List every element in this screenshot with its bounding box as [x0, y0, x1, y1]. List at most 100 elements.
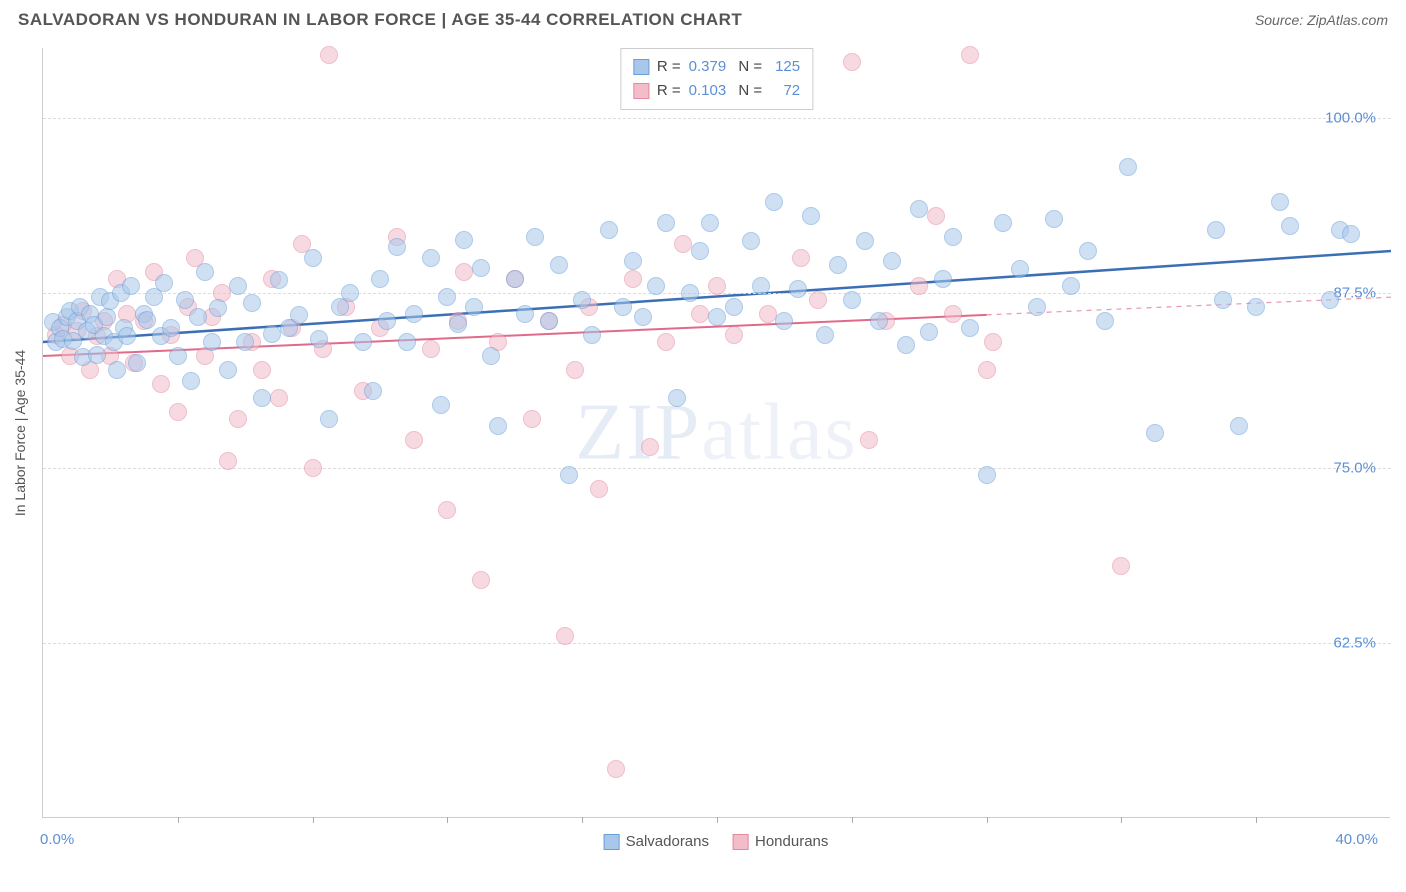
scatter-point — [789, 280, 807, 298]
scatter-point — [182, 372, 200, 390]
scatter-point — [169, 347, 187, 365]
scatter-point — [98, 308, 116, 326]
scatter-point — [449, 315, 467, 333]
scatter-point — [540, 312, 558, 330]
scatter-point — [364, 382, 382, 400]
scatter-point — [270, 271, 288, 289]
scatter-point — [398, 333, 416, 351]
legend-stat-label: R = — [657, 79, 681, 103]
scatter-point — [138, 311, 156, 329]
scatter-point — [647, 277, 665, 295]
scatter-point — [681, 284, 699, 302]
scatter-point — [236, 333, 254, 351]
scatter-point — [560, 466, 578, 484]
scatter-point — [759, 305, 777, 323]
scatter-point — [438, 288, 456, 306]
scatter-point — [128, 354, 146, 372]
scatter-point — [590, 480, 608, 498]
scatter-point — [792, 249, 810, 267]
scatter-point — [641, 438, 659, 456]
scatter-point — [1281, 217, 1299, 235]
legend-stat-label: N = — [734, 55, 762, 79]
scatter-point — [526, 228, 544, 246]
scatter-point — [1062, 277, 1080, 295]
legend-stat-n: 125 — [770, 55, 800, 79]
scatter-point — [270, 389, 288, 407]
scatter-point — [775, 312, 793, 330]
watermark: ZIPatlas — [575, 387, 858, 478]
scatter-point — [657, 333, 675, 351]
chart-header: SALVADORAN VS HONDURAN IN LABOR FORCE | … — [0, 0, 1406, 36]
scatter-point — [1207, 221, 1225, 239]
x-tick — [1121, 817, 1122, 823]
scatter-point — [725, 326, 743, 344]
scatter-point — [961, 46, 979, 64]
gridline-h — [43, 643, 1391, 644]
scatter-point — [243, 294, 261, 312]
x-tick — [447, 817, 448, 823]
scatter-point — [624, 270, 642, 288]
scatter-point — [1028, 298, 1046, 316]
scatter-point — [566, 361, 584, 379]
scatter-point — [122, 277, 140, 295]
x-axis-min-label: 0.0% — [40, 831, 74, 848]
scatter-point — [691, 242, 709, 260]
y-tick-label: 75.0% — [1333, 460, 1376, 477]
scatter-point — [920, 323, 938, 341]
legend-item-label: Salvadorans — [626, 833, 709, 850]
scatter-point — [742, 232, 760, 250]
scatter-point — [290, 306, 308, 324]
scatter-point — [422, 249, 440, 267]
scatter-point — [624, 252, 642, 270]
scatter-point — [155, 274, 173, 292]
scatter-point — [1342, 225, 1360, 243]
scatter-point — [465, 298, 483, 316]
scatter-point — [1011, 260, 1029, 278]
scatter-point — [438, 501, 456, 519]
legend-swatch — [733, 834, 749, 850]
scatter-point — [550, 256, 568, 274]
scatter-point — [219, 361, 237, 379]
scatter-point — [189, 308, 207, 326]
scatter-point — [320, 46, 338, 64]
scatter-point — [88, 346, 106, 364]
scatter-point — [1247, 298, 1265, 316]
scatter-point — [432, 396, 450, 414]
scatter-point — [229, 410, 247, 428]
scatter-point — [253, 361, 271, 379]
legend-stats-box: R = 0.379 N = 125R =0.103 N =72 — [620, 48, 813, 110]
scatter-point — [843, 53, 861, 71]
scatter-point — [196, 263, 214, 281]
scatter-point — [765, 193, 783, 211]
scatter-point — [203, 333, 221, 351]
scatter-point — [378, 312, 396, 330]
legend-stat-r: 0.379 — [689, 55, 727, 79]
legend-stat-n: 72 — [770, 79, 800, 103]
scatter-point — [320, 410, 338, 428]
scatter-point — [984, 333, 1002, 351]
scatter-point — [472, 259, 490, 277]
scatter-point — [162, 319, 180, 337]
legend-stats-row: R =0.103 N =72 — [633, 79, 800, 103]
scatter-point — [304, 249, 322, 267]
scatter-point — [455, 231, 473, 249]
scatter-point — [607, 760, 625, 778]
scatter-point — [1146, 424, 1164, 442]
scatter-point — [701, 214, 719, 232]
scatter-point — [870, 312, 888, 330]
scatter-point — [556, 627, 574, 645]
legend-stat-label: R = — [657, 55, 681, 79]
scatter-point — [108, 361, 126, 379]
scatter-point — [614, 298, 632, 316]
scatter-point — [927, 207, 945, 225]
scatter-point — [994, 214, 1012, 232]
x-tick — [313, 817, 314, 823]
scatter-point — [388, 238, 406, 256]
scatter-point — [371, 270, 389, 288]
x-tick — [1256, 817, 1257, 823]
legend-item: Hondurans — [733, 833, 828, 850]
scatter-point — [152, 375, 170, 393]
scatter-point — [883, 252, 901, 270]
scatter-point — [253, 389, 271, 407]
scatter-point — [674, 235, 692, 253]
